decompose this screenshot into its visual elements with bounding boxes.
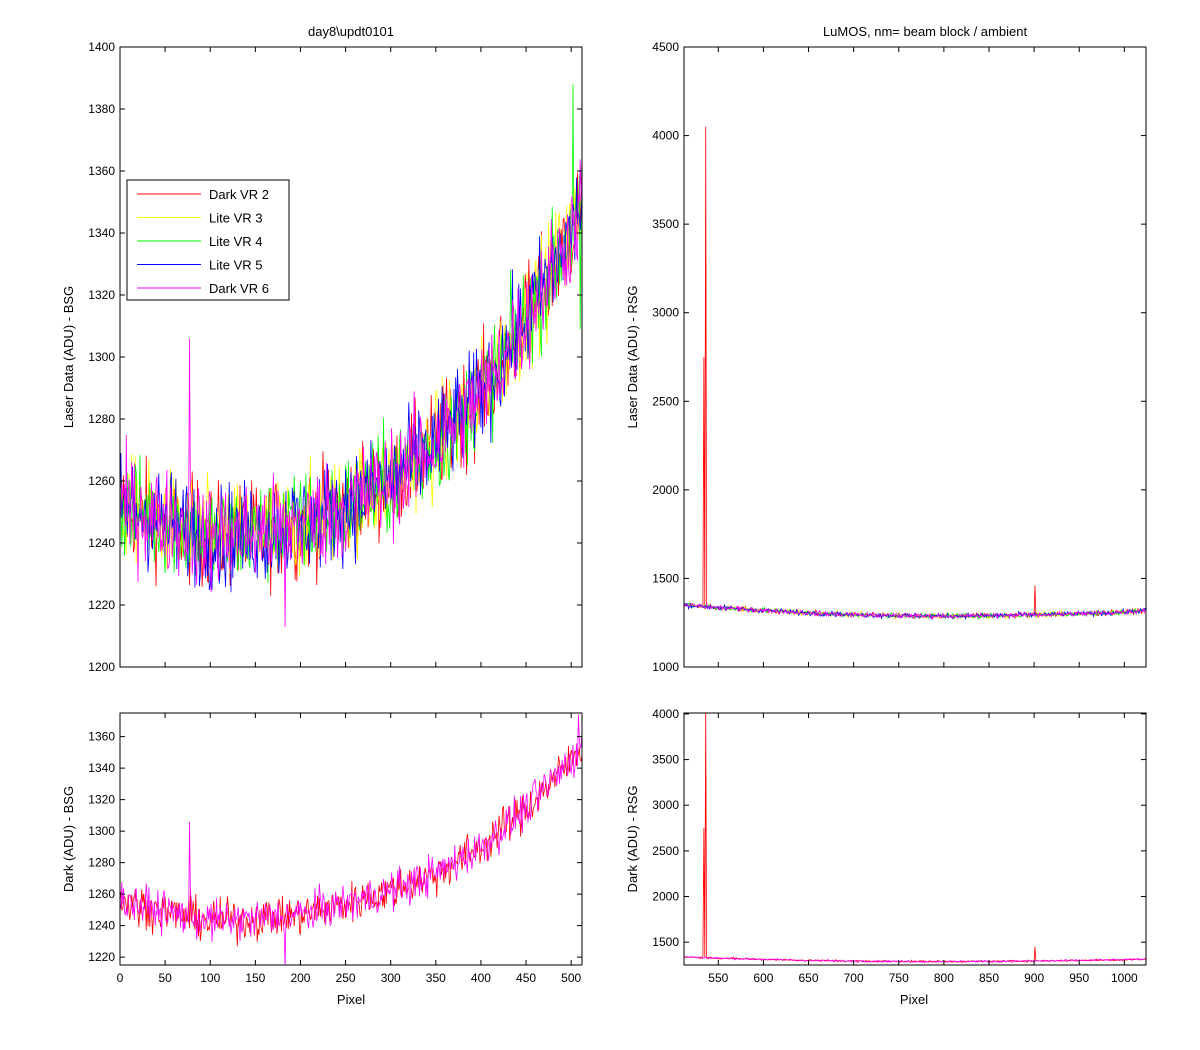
- y-tick-label: 1340: [88, 226, 115, 240]
- y-tick-label: 1280: [88, 856, 115, 870]
- x-tick-label: 350: [426, 971, 446, 985]
- x-tick-label: 900: [1024, 971, 1044, 985]
- x-tick-label: 750: [889, 971, 909, 985]
- panel-top-left: day8\updt0101 Laser Data (ADU) - BSG 120…: [61, 24, 583, 674]
- plot-top-left: 1200 1220 1240 1260 1280 1300 1320 1340 1360 1380…: [88, 40, 583, 674]
- y-tick-label: 1240: [88, 919, 115, 933]
- legend-label: Lite VR 3: [209, 211, 262, 226]
- y-tick-label: 1400: [88, 40, 115, 54]
- y-tick-label: 1300: [88, 824, 115, 838]
- legend-label: Lite VR 4: [209, 234, 262, 249]
- legend-label: Dark VR 2: [209, 187, 269, 202]
- series-group-top-left: [120, 84, 582, 627]
- series-group-bottom-right: [684, 713, 1146, 964]
- y-tick-label: 1380: [88, 102, 115, 116]
- y-tick-label: 1300: [88, 350, 115, 364]
- x-tick-label: 0: [117, 971, 124, 985]
- y-tick-label: 1260: [88, 474, 115, 488]
- x-tick-label: 850: [979, 971, 999, 985]
- axes-frame: [683, 46, 1147, 668]
- y-tick-label: 1320: [88, 793, 115, 807]
- y-tick-label: 3500: [652, 217, 679, 231]
- x-tick-label: 300: [381, 971, 401, 985]
- series-line-lite-vr-5: [684, 602, 1146, 620]
- plot-bottom-left: 0 50 100 150 200 250 300 350 400 450 500 1220 1240 12…: [88, 712, 583, 985]
- y-tick-label: 2500: [652, 394, 679, 408]
- y-tick-label: 1220: [88, 950, 115, 964]
- y-tick-label: 1500: [652, 935, 679, 949]
- plot-top-right: 1000 1500 2000 2500 3000 3500 4000 4500: [652, 40, 1147, 674]
- x-tick-label: 950: [1069, 971, 1089, 985]
- legend-label: Dark VR 6: [209, 281, 269, 296]
- y-tick-label: 1340: [88, 761, 115, 775]
- x-tick-label: 50: [158, 971, 172, 985]
- x-tick-label: 400: [471, 971, 491, 985]
- ylabel-top-right: Laser Data (ADU) - RSG: [625, 285, 640, 428]
- y-tick-label: 1320: [88, 288, 115, 302]
- y-tick-label: 1200: [88, 660, 115, 674]
- x-tick-label: 150: [245, 971, 265, 985]
- x-tick-label: 500: [561, 971, 581, 985]
- title-top-right: LuMOS, nm= beam block / ambient: [823, 24, 1028, 39]
- series-line-dark-vr-6: [684, 602, 1146, 621]
- y-tick-label: 2000: [652, 890, 679, 904]
- x-tick-label: 600: [753, 971, 773, 985]
- x-tick-label: 1000: [1111, 971, 1138, 985]
- x-tick-label: 550: [708, 971, 728, 985]
- series-line-dark-vr-6: [120, 158, 582, 627]
- x-tick-label: 800: [934, 971, 954, 985]
- series-line-dark-vr-6: [120, 714, 582, 965]
- y-tick-label: 4500: [652, 40, 679, 54]
- panel-bottom-left: Dark (ADU) - BSG Pixel 0 50 100 150 200 250 30…: [61, 712, 583, 1007]
- x-tick-label: 650: [799, 971, 819, 985]
- axes-frame: [683, 712, 1147, 966]
- y-tick-label: 1260: [88, 887, 115, 901]
- series-group-top-right: [684, 126, 1146, 621]
- ylabel-top-left: Laser Data (ADU) - BSG: [61, 286, 76, 428]
- x-tick-label: 100: [200, 971, 220, 985]
- y-tick-label: 1240: [88, 536, 115, 550]
- series-group-bottom-left: [120, 714, 582, 965]
- y-tick-label: 3500: [652, 753, 679, 767]
- plot-bottom-right: 550 600 650 700 750 800 850 900 950 1000 1500 2000 2…: [652, 707, 1147, 985]
- ylabel-bottom-left: Dark (ADU) - BSG: [61, 786, 76, 892]
- legend-box: [126, 179, 290, 301]
- y-tick-label: 1220: [88, 598, 115, 612]
- legend-label: Lite VR 5: [209, 258, 262, 273]
- y-tick-label: 3000: [652, 306, 679, 320]
- y-tick-label: 1360: [88, 730, 115, 744]
- y-tick-label: 4000: [652, 129, 679, 143]
- y-tick-label: 1000: [652, 660, 679, 674]
- xlabel-bottom-left: Pixel: [337, 992, 365, 1007]
- xlabel-bottom-right: Pixel: [900, 992, 928, 1007]
- y-tick-label: 3000: [652, 798, 679, 812]
- y-tick-label: 1500: [652, 571, 679, 585]
- legend: Dark VR 2 Lite VR 3 Lite VR 4 Lite VR 5 Dark…: [126, 179, 290, 301]
- y-tick-label: 2000: [652, 483, 679, 497]
- series-line-lite-vr-4: [120, 84, 582, 583]
- axes-frame: [119, 712, 583, 966]
- title-top-left: day8\updt0101: [308, 24, 394, 39]
- y-tick-label: 1360: [88, 164, 115, 178]
- panel-top-right: LuMOS, nm= beam block / ambient Laser Da…: [625, 24, 1147, 674]
- y-tick-label: 2500: [652, 844, 679, 858]
- x-tick-label: 250: [336, 971, 356, 985]
- y-tick-label: 1280: [88, 412, 115, 426]
- x-tick-label: 200: [290, 971, 310, 985]
- ylabel-bottom-right: Dark (ADU) - RSG: [625, 786, 640, 893]
- y-tick-label: 4000: [652, 707, 679, 721]
- series-line-dark-vr-6: [684, 956, 1146, 964]
- x-tick-label: 450: [516, 971, 536, 985]
- panel-bottom-right: Dark (ADU) - RSG Pixel 550 600 650 700 750 80…: [625, 707, 1147, 1007]
- x-tick-label: 700: [844, 971, 864, 985]
